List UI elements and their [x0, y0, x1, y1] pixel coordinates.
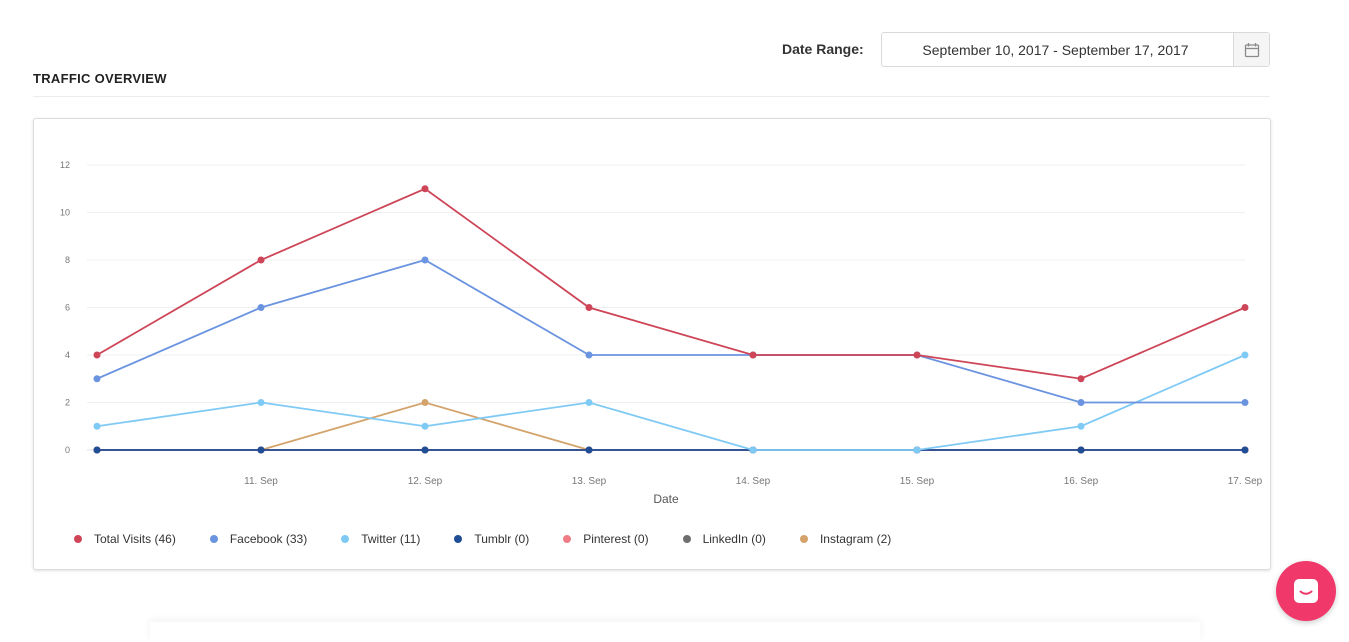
- data-point: [93, 422, 101, 430]
- legend-item[interactable]: Facebook (33): [209, 532, 308, 546]
- data-point: [1241, 399, 1249, 406]
- series-line: [96, 187, 1246, 380]
- data-point: [749, 351, 757, 359]
- data-point: [421, 422, 429, 430]
- legend-marker: [74, 535, 82, 543]
- data-point: [1241, 351, 1249, 359]
- legend-item[interactable]: Total Visits (46): [74, 532, 176, 546]
- bottom-panel-edge: [150, 622, 1200, 642]
- legend-label: Pinterest (0): [583, 532, 649, 546]
- calendar-icon: [1244, 42, 1259, 57]
- series-line: [96, 354, 1246, 451]
- legend-marker: [799, 535, 808, 543]
- legend-label: LinkedIn (0): [702, 532, 766, 546]
- chat-icon: [1294, 579, 1318, 603]
- legend-marker: [341, 535, 350, 543]
- section-divider: [33, 96, 1270, 97]
- data-point: [913, 351, 921, 359]
- legend-item[interactable]: Twitter (11): [341, 532, 420, 546]
- chat-button[interactable]: [1276, 561, 1336, 621]
- data-point: [93, 446, 101, 454]
- legend-label: Facebook (33): [229, 532, 308, 546]
- date-range-picker[interactable]: September 10, 2017 - September 17, 2017: [881, 32, 1270, 67]
- data-point: [257, 304, 265, 311]
- x-tick-label: 14. Sep: [736, 476, 771, 487]
- data-point: [585, 446, 593, 454]
- x-tick-label: 12. Sep: [408, 476, 443, 487]
- legend-item[interactable]: Pinterest (0): [563, 532, 649, 546]
- chart-legend: Total Visits (46) Facebook (33) Twitter (1…: [74, 532, 925, 546]
- legend-label: Instagram (2): [819, 532, 892, 546]
- legend-item[interactable]: LinkedIn (0): [682, 532, 766, 546]
- data-point: [1241, 304, 1249, 311]
- legend-item[interactable]: Instagram (2): [799, 532, 892, 546]
- data-point: [421, 185, 429, 193]
- y-tick-label: 10: [60, 208, 70, 218]
- data-point: [93, 375, 101, 383]
- x-tick-label: 17. Sep: [1228, 476, 1263, 487]
- y-tick-label: 4: [65, 350, 70, 360]
- data-point: [257, 256, 265, 264]
- legend-label: Twitter (11): [361, 532, 421, 546]
- section-title: TRAFFIC OVERVIEW: [33, 71, 167, 86]
- x-tick-label: 13. Sep: [572, 476, 607, 487]
- legend-label: Total Visits (46): [94, 532, 176, 546]
- x-tick-label: 15. Sep: [900, 476, 935, 487]
- y-tick-label: 12: [60, 160, 70, 170]
- data-point: [257, 399, 265, 406]
- data-point: [1077, 446, 1085, 454]
- data-point: [421, 446, 429, 454]
- data-point: [749, 446, 757, 454]
- y-tick-label: 8: [65, 255, 70, 265]
- legend-marker: [209, 535, 218, 543]
- data-point: [421, 399, 429, 406]
- legend-label: Tumblr (0): [474, 532, 530, 546]
- y-tick-label: 2: [65, 398, 70, 408]
- chart-card: 0 2 4 6 8 10 12 11. Sep 12. Sep 13. Sep 14. Sep 15.…: [33, 118, 1271, 570]
- data-point: [93, 351, 101, 359]
- date-range-input[interactable]: September 10, 2017 - September 17, 2017: [922, 41, 1189, 58]
- data-point: [1077, 399, 1085, 406]
- x-tick-label: 16. Sep: [1064, 476, 1099, 487]
- data-point: [257, 446, 265, 454]
- y-tick-label: 0: [65, 445, 70, 455]
- y-tick-label: 6: [65, 303, 70, 313]
- date-range-label: Date Range:: [782, 41, 864, 57]
- data-point: [913, 446, 921, 454]
- legend-marker: [454, 535, 463, 543]
- calendar-button[interactable]: [1233, 33, 1269, 66]
- data-point: [1077, 375, 1085, 383]
- legend-item[interactable]: Tumblr (0): [454, 532, 529, 546]
- data-point: [585, 399, 593, 406]
- x-tick-label: 11. Sep: [244, 476, 278, 487]
- data-point: [585, 304, 593, 311]
- data-point: [1077, 422, 1085, 430]
- x-axis-title: Date: [653, 492, 679, 506]
- data-point: [1241, 446, 1249, 454]
- series-line: [96, 259, 1245, 404]
- traffic-chart: 0 2 4 6 8 10 12 11. Sep 12. Sep 13. Sep 14. Sep 15.…: [60, 160, 1263, 506]
- legend-marker: [563, 535, 572, 543]
- data-point: [585, 351, 593, 359]
- data-point: [421, 256, 429, 264]
- legend-marker: [682, 535, 691, 543]
